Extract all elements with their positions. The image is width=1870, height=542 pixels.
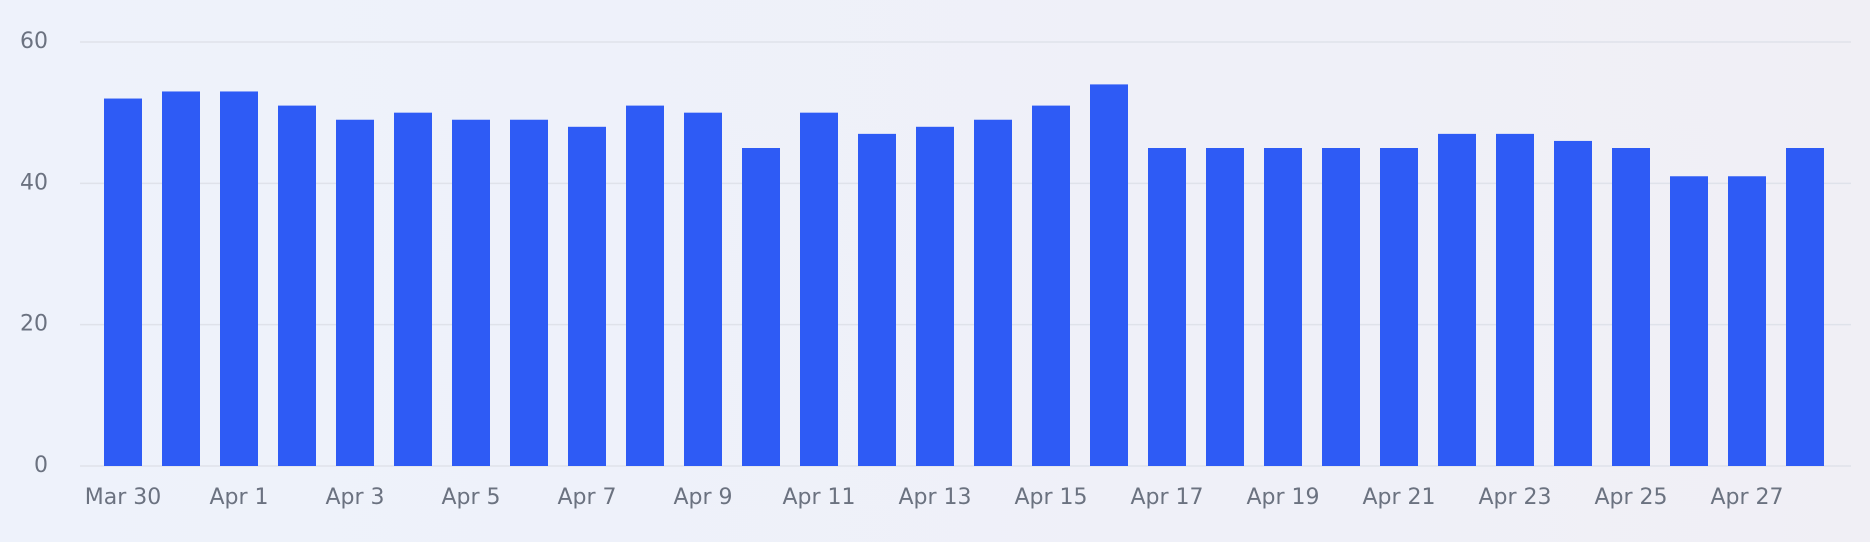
x-tick-label: Apr 17	[1130, 485, 1203, 510]
bar	[1612, 148, 1650, 466]
bar	[104, 98, 142, 467]
bar	[684, 112, 722, 467]
x-tick-label: Apr 9	[673, 485, 732, 510]
bar	[1264, 148, 1302, 466]
x-tick-label: Apr 19	[1246, 485, 1319, 510]
bar	[742, 148, 780, 466]
x-tick-label: Apr 3	[325, 485, 384, 510]
x-tick-label: Mar 30	[85, 485, 162, 510]
bar	[1148, 148, 1186, 466]
x-tick-label: Apr 15	[1014, 485, 1087, 510]
x-tick-label: Apr 23	[1478, 485, 1551, 510]
bar	[1032, 105, 1070, 466]
bar	[1728, 176, 1766, 466]
bar	[394, 112, 432, 467]
bar	[916, 126, 954, 467]
x-tick-label: Apr 1	[209, 485, 268, 510]
bar	[278, 105, 316, 466]
bar	[974, 119, 1012, 466]
y-tick-label: 20	[20, 312, 48, 337]
y-tick-label: 0	[34, 453, 48, 478]
bar	[626, 105, 664, 466]
bar	[1380, 148, 1418, 466]
x-tick-label: Apr 11	[782, 485, 855, 510]
bar	[568, 126, 606, 467]
bar	[1090, 84, 1128, 467]
x-tick-label: Apr 21	[1362, 485, 1435, 510]
bar	[1438, 133, 1476, 466]
bar	[858, 133, 896, 466]
x-tick-label: Apr 27	[1710, 485, 1783, 510]
y-tick-label: 40	[20, 170, 48, 195]
bar	[1322, 148, 1360, 466]
bar	[1496, 133, 1534, 466]
y-tick-label: 60	[20, 29, 48, 54]
x-tick-label: Apr 13	[898, 485, 971, 510]
bar	[510, 119, 548, 466]
bar	[1786, 148, 1824, 466]
bar	[1554, 140, 1592, 466]
bar	[1206, 148, 1244, 466]
x-tick-label: Apr 5	[441, 485, 500, 510]
bar	[800, 112, 838, 467]
bar	[220, 91, 258, 466]
bar	[452, 119, 490, 466]
bar	[1670, 176, 1708, 466]
x-tick-label: Apr 25	[1594, 485, 1667, 510]
x-tick-label: Apr 7	[557, 485, 616, 510]
bar	[162, 91, 200, 466]
bar	[336, 119, 374, 466]
